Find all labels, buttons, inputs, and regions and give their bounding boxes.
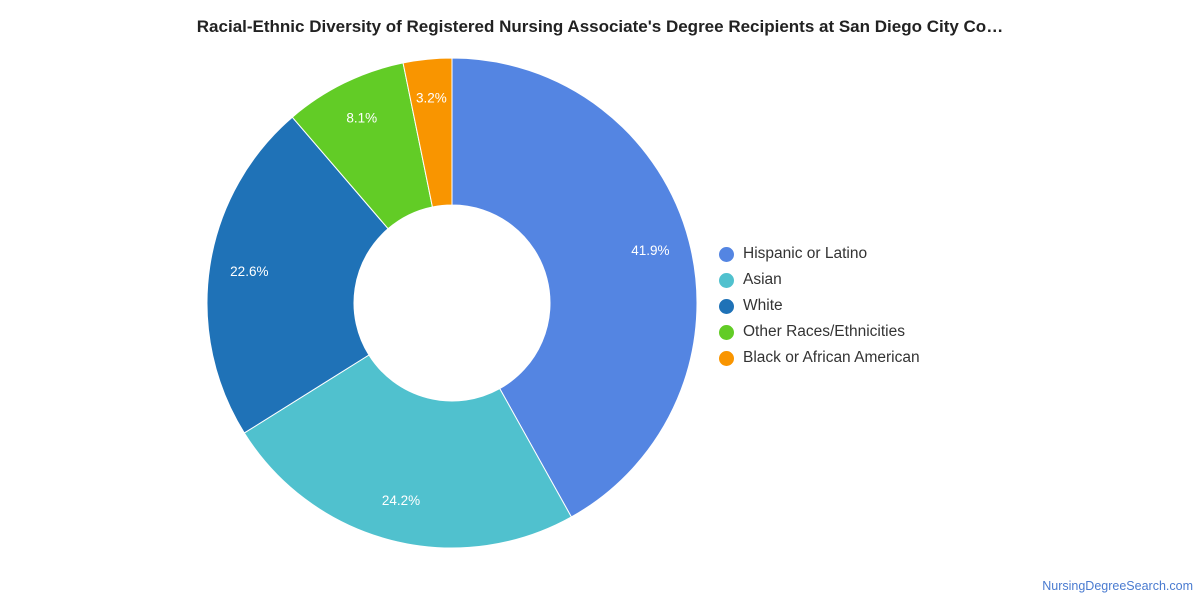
legend-label: Other Races/Ethnicities bbox=[743, 323, 905, 340]
slice-hispanic-or-latino[interactable] bbox=[451, 57, 698, 518]
legend-swatch bbox=[719, 246, 734, 262]
slice-asian[interactable] bbox=[243, 354, 573, 549]
legend: Hispanic or Latino Asian White Other Races/… bbox=[719, 241, 920, 371]
legend-item-hispanic-or-latino[interactable]: Hispanic or Latino bbox=[719, 241, 920, 267]
legend-swatch bbox=[719, 272, 734, 288]
legend-swatch bbox=[719, 298, 734, 314]
legend-label: White bbox=[743, 297, 783, 314]
legend-swatch bbox=[719, 324, 734, 340]
slice-label-hispanic-or-latino: 41.9% bbox=[631, 243, 669, 258]
legend-label: Hispanic or Latino bbox=[743, 245, 868, 262]
slice-label-other-races-ethnicities: 8.1% bbox=[346, 110, 377, 125]
legend-item-other-races-ethnicities[interactable]: Other Races/Ethnicities bbox=[719, 319, 920, 345]
legend-swatch bbox=[719, 350, 734, 366]
legend-label: Black or African American bbox=[743, 349, 920, 366]
source-credit[interactable]: NursingDegreeSearch.com bbox=[1042, 579, 1193, 593]
chart-title: Racial-Ethnic Diversity of Registered Nu… bbox=[196, 17, 1004, 36]
legend-item-white[interactable]: White bbox=[719, 293, 920, 319]
slice-white[interactable] bbox=[206, 116, 389, 434]
slices-group bbox=[206, 57, 698, 549]
slice-labels-group: 41.9% 24.2% 22.6% 8.1% 3.2% bbox=[230, 91, 669, 509]
slice-label-black-or-african-american: 3.2% bbox=[416, 91, 447, 106]
slice-label-asian: 24.2% bbox=[382, 493, 420, 508]
slice-black-or-african-american[interactable] bbox=[402, 57, 453, 208]
legend-item-black-or-african-american[interactable]: Black or African American bbox=[719, 345, 920, 371]
legend-item-asian[interactable]: Asian bbox=[719, 267, 920, 293]
slice-label-white: 22.6% bbox=[230, 264, 268, 279]
legend-label: Asian bbox=[743, 271, 782, 288]
